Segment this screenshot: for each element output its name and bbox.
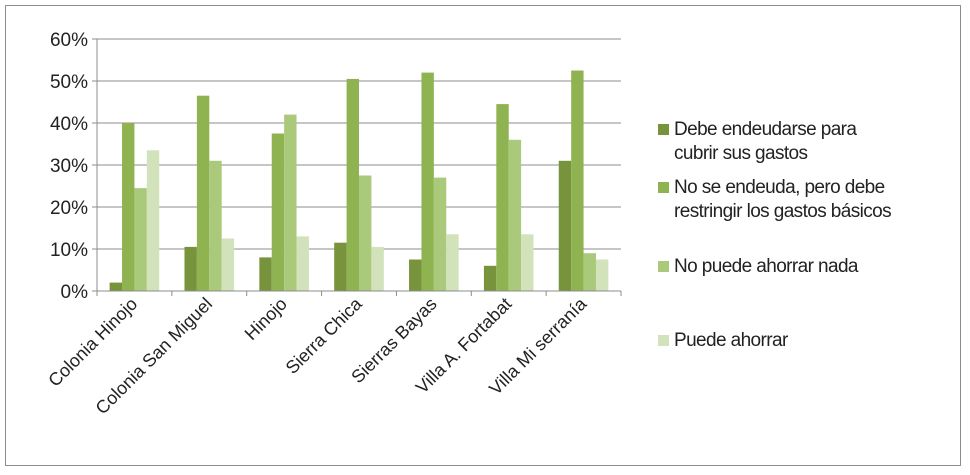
y-tick-label: 40% [50, 114, 88, 135]
bar [146, 150, 160, 291]
bar [296, 236, 309, 291]
y-tick-label: 60% [50, 30, 88, 51]
bar [346, 78, 359, 292]
bar [259, 257, 272, 291]
bar [134, 188, 147, 291]
legend-label: Puede ahorrar [674, 330, 788, 351]
y-tick-label: 50% [50, 72, 88, 93]
legend-swatch [658, 335, 669, 346]
legend-label: No puede ahorrar nada [674, 256, 858, 277]
legend-item-puede-ahorrar: Puede ahorrar [658, 329, 959, 353]
legend-swatch [658, 124, 669, 135]
legend-swatch [658, 261, 669, 272]
bar [371, 246, 384, 291]
bar [433, 177, 447, 291]
y-tick-labels: 0% 10% 20% 30% 40% 50% 60% [50, 30, 88, 303]
bar [122, 123, 135, 291]
bar [496, 104, 509, 291]
bar [359, 175, 372, 291]
chart-frame [5, 5, 961, 466]
y-tick-label: 20% [50, 198, 88, 219]
legend-item-no-se-endeuda: No se endeuda, pero debe restringir los g… [658, 176, 959, 224]
x-tick-label: Hinojo [241, 294, 291, 344]
bar [595, 259, 609, 291]
bar [334, 242, 347, 291]
axes [92, 38, 622, 296]
bar [221, 238, 235, 291]
legend-item-debe-endeudarse: Debe endeudarse para cubrir sus gastos [658, 118, 959, 166]
bar [483, 265, 497, 291]
bar [109, 282, 123, 291]
bar [521, 234, 534, 291]
legend-label: No se endeuda, pero debe restringir los g… [674, 177, 892, 222]
bar [446, 234, 459, 291]
bar [409, 259, 422, 291]
bar [583, 253, 596, 291]
bar [271, 133, 285, 291]
legend-swatch [658, 182, 669, 193]
bar [421, 72, 434, 291]
legend-item-no-puede-ahorrar: No puede ahorrar nada [658, 255, 959, 279]
bar [184, 246, 197, 291]
y-tick-label: 0% [61, 282, 89, 303]
bar [508, 139, 522, 291]
bar [196, 95, 210, 291]
bar [209, 160, 222, 291]
bar [284, 114, 297, 291]
bars [109, 70, 609, 292]
y-tick-label: 30% [50, 156, 88, 177]
legend-label: Debe endeudarse para cubrir sus gastos [674, 119, 857, 164]
bar [571, 70, 584, 291]
y-tick-label: 10% [50, 240, 88, 261]
bar [558, 160, 572, 291]
